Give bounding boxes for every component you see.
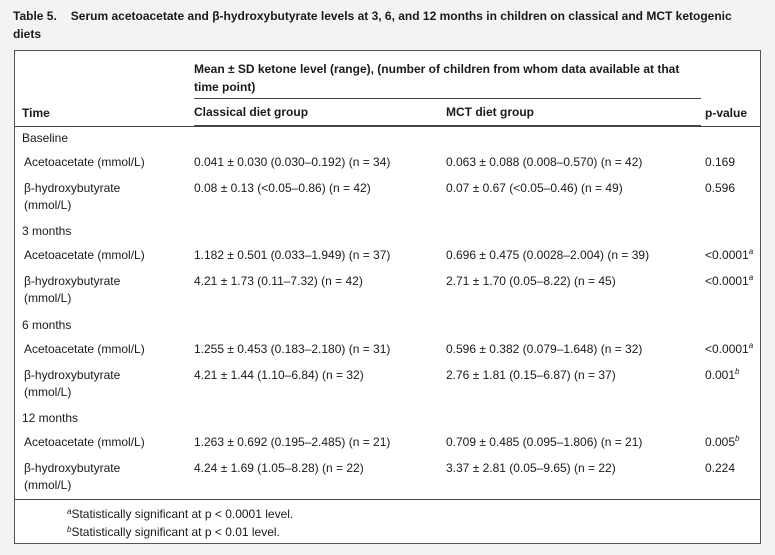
footnote: bStatistically significant at p < 0.01 l…: [67, 524, 280, 541]
row-p-value: <0.0001a: [705, 273, 753, 290]
header-bottom-rule: [15, 126, 760, 127]
row-measure: β-hydroxybutyrate (mmol/L): [24, 368, 121, 399]
footnote-marker: a: [67, 507, 72, 516]
section-label: Baseline: [22, 131, 69, 145]
p-value-footnote-marker: a: [748, 273, 754, 282]
header-inner-rule: [194, 125, 701, 126]
row-classical-value: 4.21 ± 1.44 (1.10–6.84) (n = 32): [194, 368, 364, 382]
row-classical-value: 0.08 ± 0.13 (<0.05–0.86) (n = 42): [194, 181, 371, 195]
header-span: Mean ± SD ketone level (range), (number …: [194, 62, 680, 94]
footer-rule: [15, 499, 760, 500]
row-mct-value: 2.76 ± 1.81 (0.15–6.87) (n = 37): [446, 368, 616, 382]
p-value-footnote-marker: b: [735, 367, 740, 376]
row-mct-value: 2.71 ± 1.70 (0.05–8.22) (n = 45): [446, 274, 616, 288]
p-value-text: 0.005: [705, 435, 736, 449]
p-value-footnote-marker: a: [748, 247, 754, 256]
row-measure: Acetoacetate (mmol/L): [24, 342, 145, 356]
p-value-text: <0.0001: [705, 274, 749, 288]
row-measure: Acetoacetate (mmol/L): [24, 248, 145, 262]
row-classical-value: 1.182 ± 0.501 (0.033–1.949) (n = 37): [194, 248, 391, 262]
row-mct-value: 0.07 ± 0.67 (<0.05–0.46) (n = 49): [446, 181, 623, 195]
section-label: 6 months: [22, 318, 72, 332]
p-value-text: <0.0001: [705, 248, 749, 262]
row-mct-value: 3.37 ± 2.81 (0.05–9.65) (n = 22): [446, 461, 616, 475]
row-classical-value: 4.24 ± 1.69 (1.05–8.28) (n = 22): [194, 461, 364, 475]
row-p-value: 0.224: [705, 460, 735, 477]
footnote-marker: b: [67, 525, 72, 534]
header-pvalue: p-value: [705, 106, 748, 120]
table-frame: Mean ± SD ketone level (range), (number …: [14, 50, 761, 544]
row-classical-value: 1.255 ± 0.453 (0.183–2.180) (n = 31): [194, 342, 391, 356]
p-value-text: 0.169: [705, 155, 736, 169]
row-p-value: <0.0001a: [705, 247, 753, 264]
table-label: Table 5.: [13, 9, 57, 23]
row-mct-value: 0.063 ± 0.088 (0.008–0.570) (n = 42): [446, 155, 643, 169]
row-p-value: 0.596: [705, 180, 735, 197]
row-p-value: 0.169: [705, 154, 735, 171]
p-value-text: 0.224: [705, 461, 736, 475]
p-value-footnote-marker: a: [748, 341, 754, 350]
p-value-text: 0.001: [705, 368, 736, 382]
header-mct: MCT diet group: [446, 105, 534, 119]
row-classical-value: 4.21 ± 1.73 (0.11–7.32) (n = 42): [194, 274, 363, 288]
row-mct-value: 0.596 ± 0.382 (0.079–1.648) (n = 32): [446, 342, 643, 356]
row-classical-value: 0.041 ± 0.030 (0.030–0.192) (n = 34): [194, 155, 391, 169]
row-p-value: 0.001b: [705, 367, 739, 384]
table-title: Serum acetoacetate and β-hydroxybutyrate…: [13, 9, 732, 41]
table-caption: Table 5. Serum acetoacetate and β-hydroxy…: [13, 7, 758, 43]
footnote: aStatistically significant at p < 0.0001…: [67, 506, 293, 523]
footnote-text: Statistically significant at p < 0.01 le…: [71, 525, 280, 539]
p-value-footnote-marker: b: [735, 434, 740, 443]
p-value-text: <0.0001: [705, 342, 749, 356]
footnote-text: Statistically significant at p < 0.0001 …: [71, 507, 294, 521]
row-measure: Acetoacetate (mmol/L): [24, 155, 145, 169]
row-measure: β-hydroxybutyrate (mmol/L): [24, 274, 121, 305]
row-p-value: <0.0001a: [705, 341, 753, 358]
row-p-value: 0.005b: [705, 434, 739, 451]
row-measure: Acetoacetate (mmol/L): [24, 435, 145, 449]
section-label: 12 months: [22, 411, 79, 425]
row-measure: β-hydroxybutyrate (mmol/L): [24, 181, 121, 212]
header-span-rule: [194, 98, 701, 99]
row-mct-value: 0.709 ± 0.485 (0.095–1.806) (n = 21): [446, 435, 643, 449]
header-time: Time: [22, 106, 50, 120]
p-value-text: 0.596: [705, 181, 736, 195]
section-label: 3 months: [22, 224, 72, 238]
row-mct-value: 0.696 ± 0.475 (0.0028–2.004) (n = 39): [446, 248, 650, 262]
row-classical-value: 1.263 ± 0.692 (0.195–2.485) (n = 21): [194, 435, 391, 449]
row-measure: β-hydroxybutyrate (mmol/L): [24, 461, 121, 492]
header-classical: Classical diet group: [194, 105, 309, 119]
